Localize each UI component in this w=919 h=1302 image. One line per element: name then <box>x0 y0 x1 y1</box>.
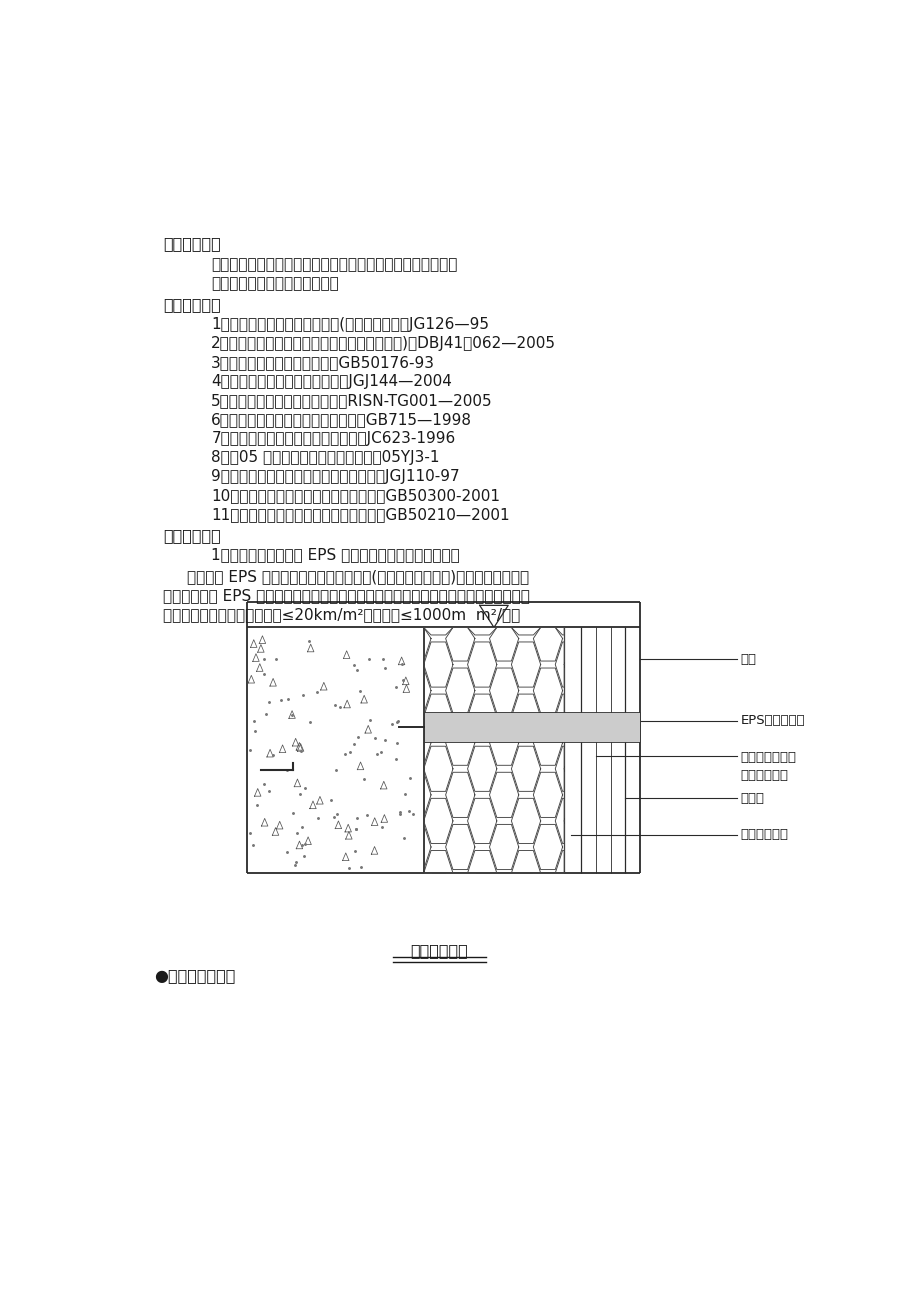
Text: 1、《民用建筑节能设计标准》(采暖居住部分）JG126—95: 1、《民用建筑节能设计标准》(采暖居住部分）JG126—95 <box>211 316 489 332</box>
Text: 二、编制依据: 二、编制依据 <box>163 298 221 312</box>
Text: 饰面层: 饰面层 <box>740 792 764 805</box>
Text: 一、工程概况: 一、工程概况 <box>163 237 221 251</box>
Text: 10、《建筑工程施工质量验收统一标准》GB50300-2001: 10、《建筑工程施工质量验收统一标准》GB50300-2001 <box>211 488 500 503</box>
Text: 11、《建筑装饰装修工程质量验收规范》GB50210—2001: 11、《建筑装饰装修工程质量验收规范》GB50210—2001 <box>211 508 509 522</box>
Text: 机械固定 EPS 钢丝网架板外墙外保温系统(简称机械固定系统)由机械固定装置，: 机械固定 EPS 钢丝网架板外墙外保温系统(简称机械固定系统)由机械固定装置， <box>187 569 528 585</box>
Text: 工程地点：黄河路与安平路路南: 工程地点：黄河路与安平路路南 <box>211 276 338 292</box>
Text: 腹丝非穿透型 EPS 钢丝网架板、掺抗裂剂的水泥砂浆厚抹面层和面砖饰面层构成。（高: 腹丝非穿透型 EPS 钢丝网架板、掺抗裂剂的水泥砂浆厚抹面层和面砖饰面层构成。（… <box>163 589 529 603</box>
Text: 6、《硅酸盐水泥、普通硅酸盐水泥》GB715—1998: 6、《硅酸盐水泥、普通硅酸盐水泥》GB715—1998 <box>211 411 471 427</box>
Text: 三、系统简介: 三、系统简介 <box>163 529 221 543</box>
Text: 层建筑粘贴面砖时，面砖重量≤20km/m²，且面积≤1000m  m²/块）: 层建筑粘贴面砖时，面砖重量≤20km/m²，且面积≤1000m m²/块） <box>163 607 519 622</box>
Bar <box>424 712 640 742</box>
Text: 机械固定系统: 机械固定系统 <box>410 943 468 958</box>
Text: 2、《河南省居住建筑节能设计标准（寒冷地区)》DBJ41／062—2005: 2、《河南省居住建筑节能设计标准（寒冷地区)》DBJ41／062—2005 <box>211 336 556 350</box>
Text: 8、《05 系列工程建设标准设计图集》05YJ3-1: 8、《05 系列工程建设标准设计图集》05YJ3-1 <box>211 450 439 465</box>
Text: 基层: 基层 <box>740 652 755 665</box>
Text: 4、《外墙外保温工程技术规程》JGJ144—2004: 4、《外墙外保温工程技术规程》JGJ144—2004 <box>211 374 451 389</box>
Text: 9、《建筑工程饰面砖粘结强度检验标准》JGJ110-97: 9、《建筑工程饰面砖粘结强度检验标准》JGJ110-97 <box>211 469 460 484</box>
Text: EPS钢丝网架板: EPS钢丝网架板 <box>740 715 804 728</box>
Text: ●系统的优点是：: ●系统的优点是： <box>154 969 235 983</box>
Text: 机械固定装置: 机械固定装置 <box>740 828 788 841</box>
Text: 掺外加剂的水泥
砂浆厚抹面层: 掺外加剂的水泥 砂浆厚抹面层 <box>740 751 796 783</box>
Text: 5、《建筑外墙外保温技术导则》RISN-TG001—2005: 5、《建筑外墙外保温技术导则》RISN-TG001—2005 <box>211 393 493 408</box>
Text: 3、《民用建筑热工设计规范》GB50176-93: 3、《民用建筑热工设计规范》GB50176-93 <box>211 354 435 370</box>
Text: 7、《钢丝网架水泥聚苯乙烯夹心板》JC623-1996: 7、《钢丝网架水泥聚苯乙烯夹心板》JC623-1996 <box>211 431 455 447</box>
Text: 工程名称：河南省水利第一工程局办公楼及群楼外墙保温工程: 工程名称：河南省水利第一工程局办公楼及群楼外墙保温工程 <box>211 258 457 272</box>
Text: 1、机械固定钢丝网架 EPS 板（腹丝非穿透型）系统简介: 1、机械固定钢丝网架 EPS 板（腹丝非穿透型）系统简介 <box>211 547 460 562</box>
